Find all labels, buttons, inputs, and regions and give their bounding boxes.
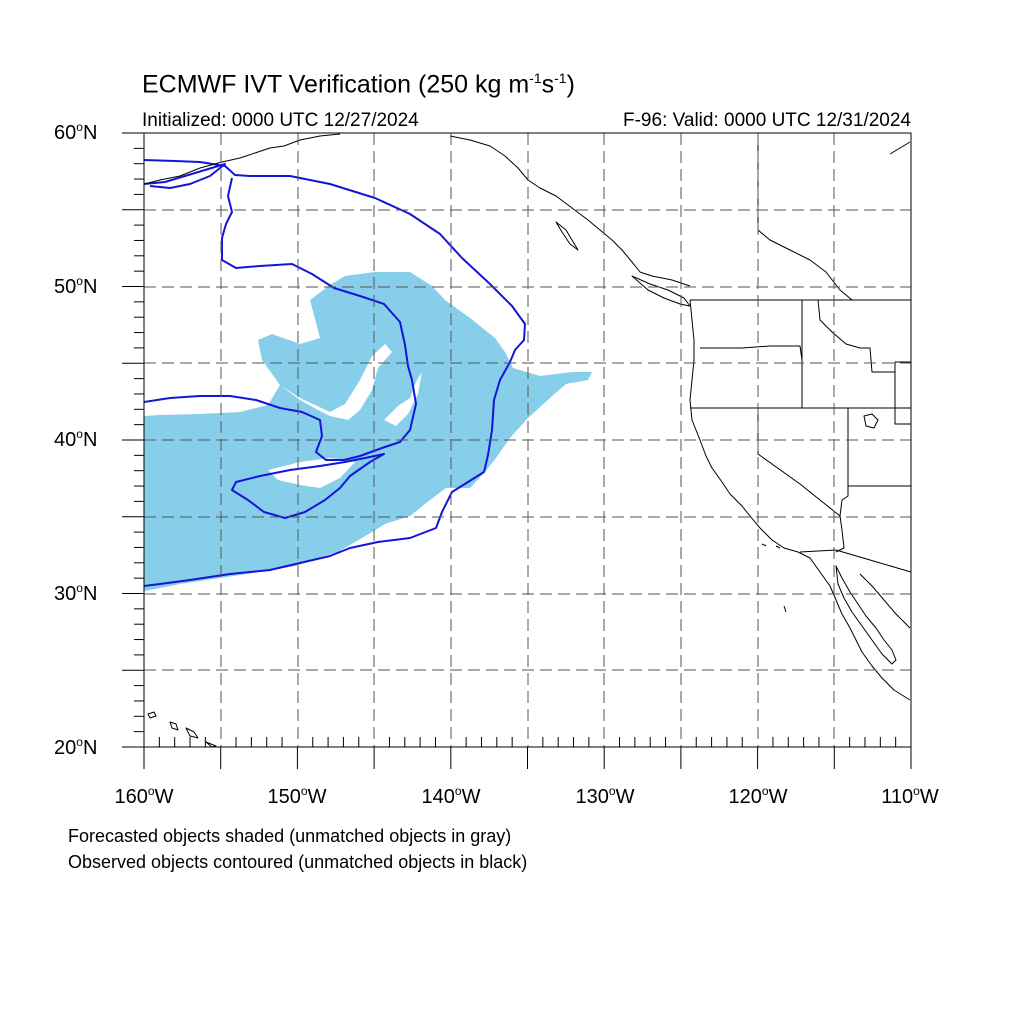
lon-label-140w: 140oW <box>421 784 481 808</box>
lat-label-50n: 50oN <box>54 274 98 298</box>
lon-label-160w: 160oW <box>114 784 174 808</box>
great-salt-lake <box>863 413 879 429</box>
lat-label-40n: 40oN <box>54 427 98 451</box>
footer-observed-note: Observed objects contoured (unmatched ob… <box>68 852 528 872</box>
axis-ticks <box>122 132 912 769</box>
lon-label-130w: 130oW <box>575 784 635 808</box>
observed-contours <box>144 159 526 587</box>
valid-time: F-96: Valid: 0000 UTC 12/31/2024 <box>623 110 911 131</box>
footer-forecast-note: Forecasted objects shaded (unmatched obj… <box>68 826 512 846</box>
idaho-border <box>801 299 911 425</box>
lon-label-150w: 150oW <box>267 784 327 808</box>
alaska-coast <box>144 133 341 185</box>
lon-label-110w: 110oW <box>881 784 939 808</box>
map-title: ECMWF IVT Verification (250 kg m-1s-1) <box>142 70 575 99</box>
vancouver-island <box>631 275 691 307</box>
lat-label-20n: 20oN <box>54 735 98 759</box>
mexico-coast <box>859 573 911 629</box>
observed-object-north <box>144 159 526 587</box>
initialized-time: Initialized: 0000 UTC 12/27/2024 <box>142 110 419 131</box>
california-arizona-border <box>799 515 911 573</box>
observed-object-upper-left <box>144 163 226 189</box>
hawaii-islands <box>147 711 217 747</box>
lat-label-60n: 60oN <box>54 120 98 144</box>
haida-gwaii <box>555 221 579 251</box>
alaska-upper-right-coast <box>889 141 911 155</box>
observed-object-loop <box>231 453 385 519</box>
forecast-ivt-object <box>144 272 592 591</box>
lon-label-120w: 120oW <box>728 784 788 808</box>
channel-islands <box>761 543 787 613</box>
lat-label-30n: 30oN <box>54 581 98 605</box>
alaska-panhandle-coast <box>449 135 691 287</box>
coastlines <box>144 133 911 747</box>
washington-oregon-border <box>700 345 803 408</box>
graticule <box>144 133 911 747</box>
observed-object-north-inner <box>144 177 417 461</box>
canada-coast-north <box>757 134 853 301</box>
baja-peninsula <box>835 565 897 665</box>
us-west-coast <box>689 299 911 701</box>
